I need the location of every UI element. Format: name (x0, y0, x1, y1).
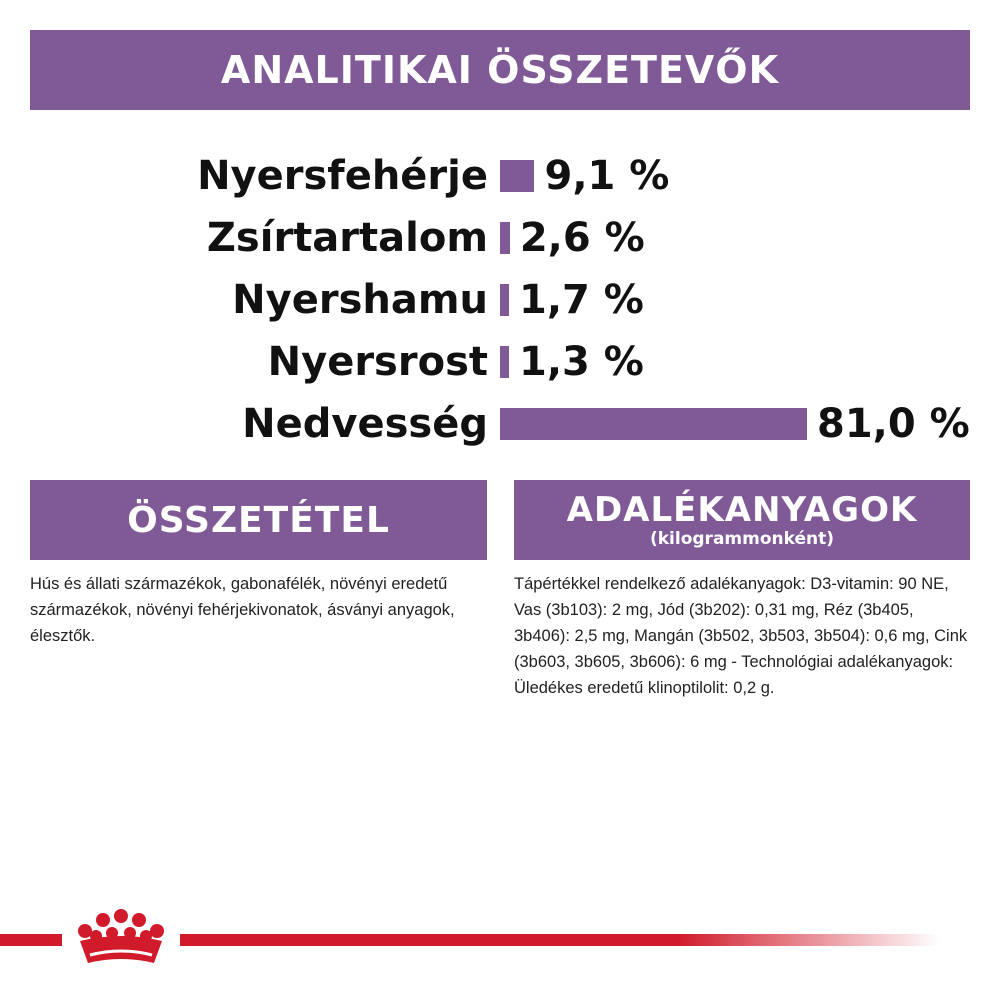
additives-subtitle: (kilogrammonként) (649, 529, 835, 549)
category-label: Zsírtartalom (206, 215, 488, 261)
category-label: Nyersrost (267, 339, 488, 385)
value-label: 9,1 % (544, 153, 670, 199)
bar (500, 160, 535, 192)
category-label: Nedvesség (242, 401, 488, 447)
footer-brand-line (0, 934, 940, 946)
composition-text: Hús és állati származékok, gabonafélék, … (30, 575, 455, 645)
category-label: Nyersfehérje (197, 153, 488, 199)
additives-title: ADALÉKANYAGOK (566, 490, 918, 530)
bar (500, 284, 509, 316)
crown-icon (62, 905, 180, 975)
composition-title: ÖSSZETÉTEL (127, 499, 390, 541)
analytics-bar-chart: Nyersfehérje 9,1 % Zsírtartalom 2,6 % Nyersh… (0, 140, 1000, 460)
additives-banner: ADALÉKANYAGOK (kilogrammonként) (514, 480, 970, 560)
bar (500, 408, 807, 440)
value-label: 81,0 % (816, 401, 970, 447)
value-label: 1,7 % (519, 277, 644, 323)
bar (500, 222, 510, 254)
value-label: 1,3 % (519, 339, 644, 385)
category-label: Nyershamu (232, 277, 488, 323)
analytics-title: ANALITIKAI ÖSSZETEVŐK (220, 48, 780, 92)
bar (500, 346, 509, 378)
composition-banner: ÖSSZETÉTEL (30, 480, 487, 560)
additives-text: Tápértékkel rendelkező adalékanyagok: D3… (514, 575, 968, 697)
analytics-banner: ANALITIKAI ÖSSZETEVŐK (30, 30, 970, 110)
value-label: 2,6 % (519, 215, 645, 261)
